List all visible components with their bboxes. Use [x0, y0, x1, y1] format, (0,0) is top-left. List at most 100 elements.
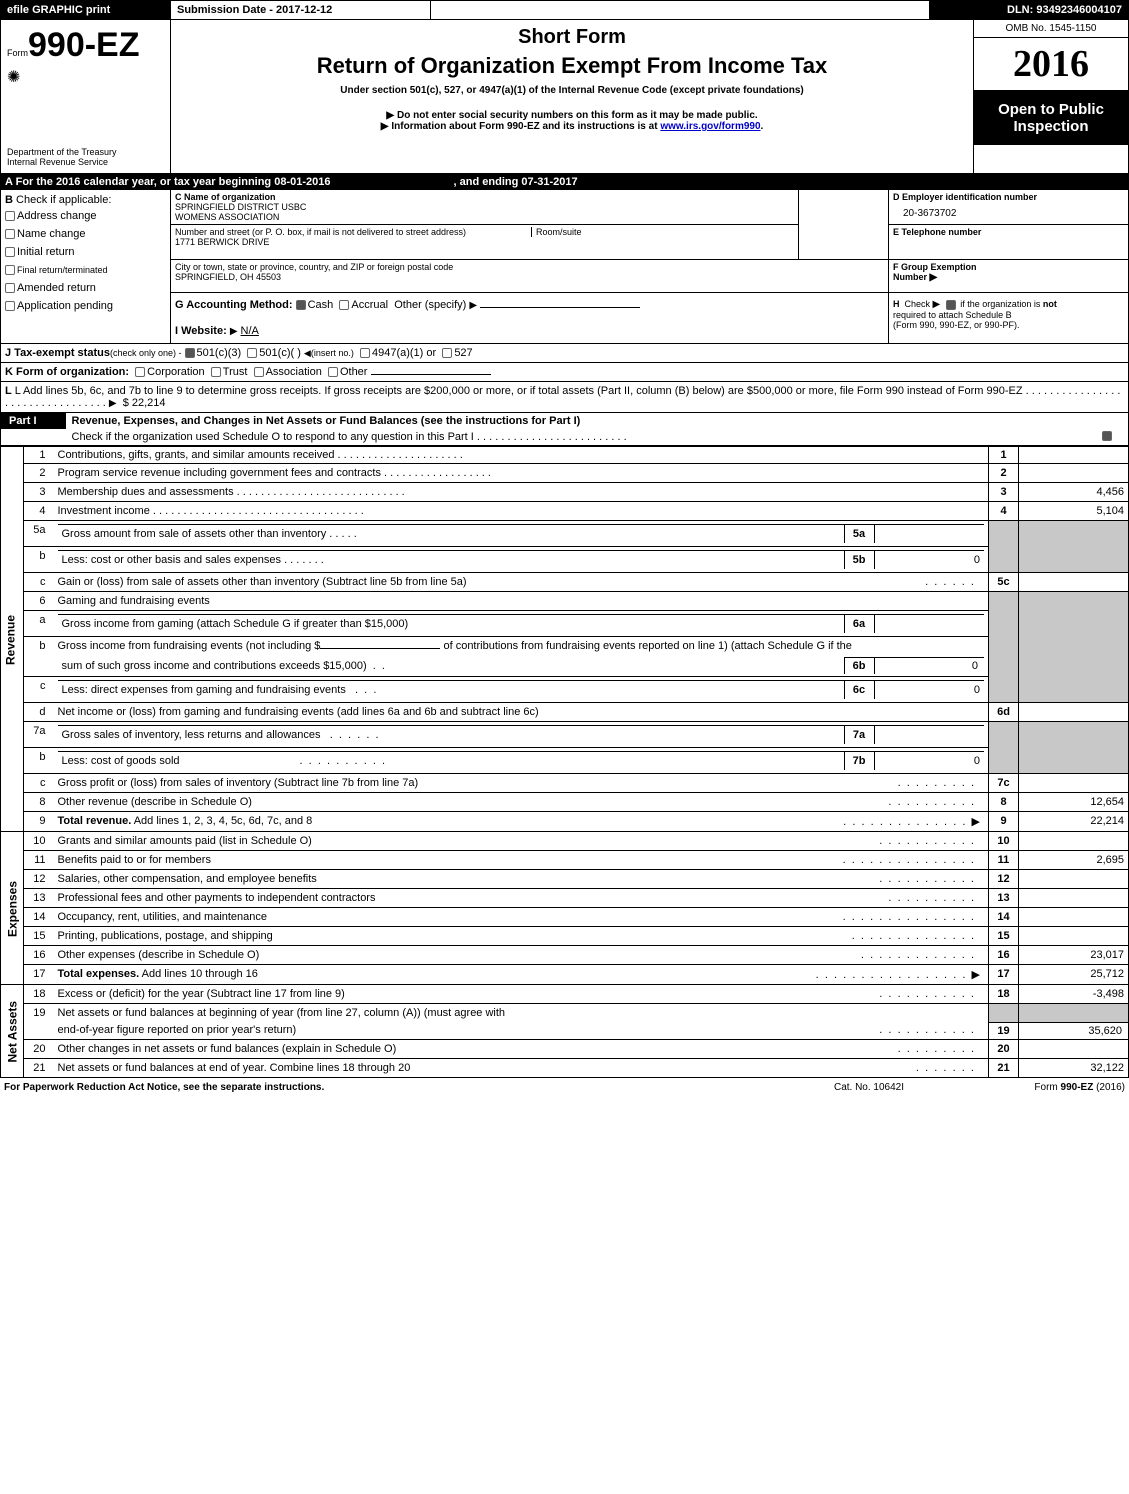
- part1-label: Part I: [1, 413, 66, 429]
- l6b-num: b: [24, 637, 54, 656]
- radio-501c[interactable]: [247, 348, 257, 358]
- l6b-text2: sum of such gross income and contributio…: [54, 655, 989, 677]
- tax-year: 2016: [974, 38, 1128, 91]
- l6a-text: Gross income from gaming (attach Schedul…: [54, 611, 989, 637]
- radio-527[interactable]: [442, 348, 452, 358]
- side-expenses: Expenses: [1, 832, 24, 985]
- l2-num: 2: [24, 464, 54, 483]
- l5c-val: [1019, 573, 1129, 592]
- l9-num: 9: [24, 812, 54, 832]
- l3-text: Membership dues and assessments . . . . …: [54, 483, 989, 502]
- radio-501c3[interactable]: [185, 348, 195, 358]
- main-title: Return of Organization Exempt From Incom…: [181, 53, 963, 79]
- street-address: 1771 BERWICK DRIVE: [175, 237, 794, 247]
- l17-num: 17: [24, 965, 54, 985]
- radio-other[interactable]: [328, 367, 338, 377]
- line-b: B Check if applicable:: [5, 194, 166, 206]
- l12-val: [1019, 870, 1129, 889]
- l4-val: 5,104: [1019, 502, 1129, 521]
- org-name: SPRINGFIELD DISTRICT USBC: [175, 202, 794, 212]
- l13-text: Professional fees and other payments to …: [54, 889, 989, 908]
- radio-cash[interactable]: [296, 300, 306, 310]
- l4-rnum: 4: [989, 502, 1019, 521]
- d-label: D Employer identification number: [893, 192, 1124, 202]
- l19-text2: end-of-year figure reported on prior yea…: [54, 1022, 989, 1039]
- footer-cat: Cat. No. 10642I: [769, 1080, 969, 1095]
- l6d-num: d: [24, 703, 54, 722]
- l7c-rnum: 7c: [989, 774, 1019, 793]
- omb-number: OMB No. 1545-1150: [974, 20, 1128, 38]
- irs-link[interactable]: www.irs.gov/form990: [660, 121, 760, 132]
- l7a-text: Gross sales of inventory, less returns a…: [54, 722, 989, 748]
- note-ssn: Do not enter social security numbers on …: [181, 110, 963, 121]
- l10-val: [1019, 832, 1129, 851]
- radio-accrual[interactable]: [339, 300, 349, 310]
- l14-text: Occupancy, rent, utilities, and maintena…: [54, 908, 989, 927]
- l21-num: 21: [24, 1058, 54, 1077]
- check-amended-return[interactable]: Amended return: [5, 282, 166, 294]
- dln: DLN: 93492346004107: [929, 1, 1129, 20]
- line-j: J Tax-exempt status(check only one) - 50…: [0, 344, 1129, 363]
- h-line3: (Form 990, 990-EZ, or 990-PF).: [893, 320, 1124, 330]
- radio-corp[interactable]: [135, 367, 145, 377]
- radio-assoc[interactable]: [254, 367, 264, 377]
- l14-num: 14: [24, 908, 54, 927]
- l11-num: 11: [24, 851, 54, 870]
- part1-check-text: Check if the organization used Schedule …: [66, 429, 1129, 446]
- l20-val: [1019, 1039, 1129, 1058]
- city-label: City or town, state or province, country…: [175, 262, 884, 272]
- radio-4947[interactable]: [360, 348, 370, 358]
- l2-rnum: 2: [989, 464, 1019, 483]
- l10-num: 10: [24, 832, 54, 851]
- footer-right: Form 990-EZ (2016): [969, 1080, 1129, 1095]
- l4-num: 4: [24, 502, 54, 521]
- l11-val: 2,695: [1019, 851, 1129, 870]
- l5b-num: b: [24, 547, 54, 573]
- l10-text: Grants and similar amounts paid (list in…: [54, 832, 989, 851]
- l7b-num: b: [24, 748, 54, 774]
- l15-num: 15: [24, 927, 54, 946]
- l6c-num: c: [24, 677, 54, 703]
- l18-rnum: 18: [989, 985, 1019, 1004]
- check-initial-return[interactable]: Initial return: [5, 246, 166, 258]
- l7b-text: Less: cost of goods sold. . . . . . . . …: [54, 748, 989, 774]
- l19-rnum: 19: [989, 1022, 1019, 1039]
- check-name-change[interactable]: Name change: [5, 228, 166, 240]
- l14-rnum: 14: [989, 908, 1019, 927]
- l5a-num: 5a: [24, 521, 54, 547]
- l5c-num: c: [24, 573, 54, 592]
- check-schedule-o[interactable]: [1102, 431, 1112, 441]
- part1-title: Revenue, Expenses, and Changes in Net As…: [66, 413, 1129, 429]
- subtitle: Under section 501(c), 527, or 4947(a)(1)…: [181, 85, 963, 96]
- l21-rnum: 21: [989, 1058, 1019, 1077]
- open-to-public: Open to Public Inspection: [974, 91, 1128, 145]
- check-h[interactable]: [946, 300, 956, 310]
- l11-rnum: 11: [989, 851, 1019, 870]
- ein: 20-3673702: [903, 208, 1124, 219]
- l18-num: 18: [24, 985, 54, 1004]
- check-application-pending[interactable]: Application pending: [5, 300, 166, 312]
- l8-num: 8: [24, 793, 54, 812]
- check-final-return[interactable]: Final return/terminated: [5, 264, 166, 276]
- l1-num: 1: [24, 447, 54, 464]
- l13-rnum: 13: [989, 889, 1019, 908]
- l19-val: 35,620: [1019, 1022, 1129, 1039]
- line-g: G Accounting Method: Cash Accrual Other …: [175, 299, 884, 311]
- l16-val: 23,017: [1019, 946, 1129, 965]
- l1-rnum: 1: [989, 447, 1019, 464]
- lines-table: Revenue 1 Contributions, gifts, grants, …: [0, 446, 1129, 1078]
- l18-text: Excess or (deficit) for the year (Subtra…: [54, 985, 989, 1004]
- l8-text: Other revenue (describe in Schedule O). …: [54, 793, 989, 812]
- footer: For Paperwork Reduction Act Notice, see …: [0, 1080, 1129, 1095]
- l19-text: Net assets or fund balances at beginning…: [54, 1004, 989, 1023]
- header-block: Form990-EZ ✺ Department of the Treasury …: [0, 20, 1129, 174]
- h-line2: required to attach Schedule B: [893, 310, 1124, 320]
- l12-text: Salaries, other compensation, and employ…: [54, 870, 989, 889]
- l6a-num: a: [24, 611, 54, 637]
- c-label: C Name of organization: [175, 192, 794, 202]
- city-state-zip: SPRINGFIELD, OH 45503: [175, 272, 884, 282]
- check-address-change[interactable]: Address change: [5, 210, 166, 222]
- l3-rnum: 3: [989, 483, 1019, 502]
- radio-trust[interactable]: [211, 367, 221, 377]
- l6d-val: [1019, 703, 1129, 722]
